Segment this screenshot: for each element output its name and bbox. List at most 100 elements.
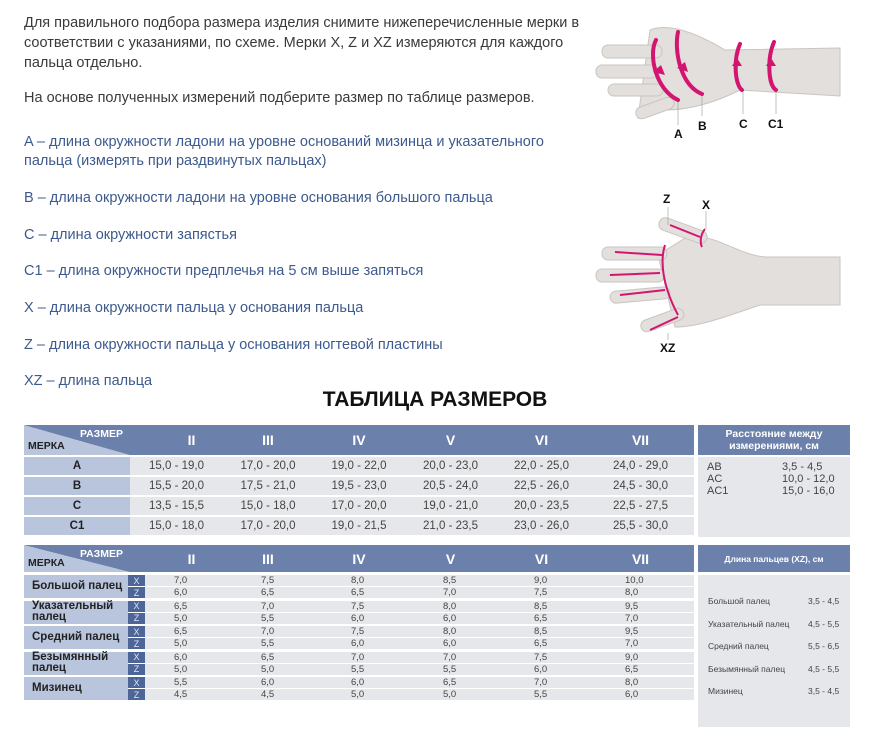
- table-cell: 5,5: [223, 612, 313, 624]
- table-cell: 7,0: [223, 626, 313, 637]
- table-cell: 19,0 - 21,0: [405, 497, 496, 515]
- size-column-header: V: [445, 550, 456, 567]
- corner-cell: [24, 425, 130, 455]
- side-row-name: AC: [707, 473, 723, 485]
- table-cell: 22,0 - 25,0: [496, 457, 587, 475]
- table-cell: 7,5: [223, 575, 313, 586]
- table-cell: 7,0: [587, 612, 694, 624]
- table-cell: 17,0 - 20,0: [223, 517, 313, 535]
- table-cell: 20,5 - 24,0: [405, 477, 496, 495]
- table-cell: 19,0 - 22,0: [313, 457, 405, 475]
- table-cell: 15,0 - 18,0: [223, 497, 313, 515]
- measure-z-label: Z: [128, 612, 145, 624]
- table-cell: 7,0: [313, 651, 405, 663]
- side-row-value: 3,5 - 4,5: [808, 596, 840, 606]
- table-cell: 15,5 - 20,0: [130, 477, 223, 495]
- table-cell: 6,5: [405, 677, 496, 688]
- table-cell: 8,0: [405, 626, 496, 637]
- measure-x-label: X: [128, 575, 145, 586]
- table-cell: 8,5: [405, 575, 496, 586]
- side-row-name: Указательный палец: [708, 618, 790, 629]
- table-cell: 20,0 - 23,5: [496, 497, 587, 515]
- definition-z: Z – длина окружности пальца у основания …: [24, 337, 443, 353]
- table-cell: 6,0: [313, 612, 405, 624]
- table-cell: 5,0: [313, 689, 405, 700]
- table-cell: 9,0: [496, 575, 587, 586]
- corner-size-label: РАЗМЕР: [80, 428, 123, 440]
- table-cell: 5,0: [405, 689, 496, 700]
- label-x: X: [702, 198, 710, 212]
- table-cell: 9,5: [587, 626, 694, 637]
- table-cell: 10,0: [587, 575, 694, 586]
- table-cell: 23,0 - 26,0: [496, 517, 587, 535]
- row-label: B: [24, 477, 130, 495]
- row-label: C: [24, 497, 130, 515]
- table-cell: 19,5 - 23,0: [313, 477, 405, 495]
- intro-text: Для правильного подбора размера изделия …: [24, 13, 584, 123]
- side-row-value: 10,0 - 12,0: [782, 473, 835, 485]
- table-cell: 6,5: [145, 626, 223, 637]
- table-cell: 17,5 - 21,0: [223, 477, 313, 495]
- table-cell: 24,5 - 30,0: [587, 477, 694, 495]
- table-cell: 6,0: [405, 638, 496, 649]
- finger-label: Большой палец: [24, 575, 128, 598]
- definition-c1: C1 – длина окружности предплечья на 5 см…: [24, 263, 424, 279]
- table-cell: 22,5 - 26,0: [496, 477, 587, 495]
- side-row-name: AB: [707, 461, 722, 473]
- measure-z-label: Z: [128, 638, 145, 649]
- table-cell: 5,5: [405, 663, 496, 675]
- table-cell: 6,0: [587, 689, 694, 700]
- table-cell: 6,5: [496, 612, 587, 624]
- size-column-header: IV: [352, 550, 366, 567]
- size-column-header: III: [262, 550, 274, 567]
- table-cell: 21,0 - 23,5: [405, 517, 496, 535]
- side-row-name: Большой палец: [708, 596, 771, 606]
- side-row-value: 3,5 - 4,5: [808, 686, 840, 696]
- size-table-title: ТАБЛИЦА РАЗМЕРОВ: [322, 388, 548, 411]
- label-xz: XZ: [660, 341, 675, 355]
- intro-paragraph: Для правильного подбора размера изделия …: [24, 15, 580, 71]
- table-cell: 6,5: [496, 638, 587, 649]
- intro-paragraph: На основе полученных измерений подберите…: [24, 90, 535, 106]
- definition-x: X – длина окружности пальца у основания …: [24, 300, 364, 316]
- finger-label: Безымянный палец: [24, 651, 128, 675]
- table-cell: 8,5: [496, 600, 587, 612]
- size-column-header: V: [445, 432, 456, 448]
- table-header: РАЗМЕР МЕРКА II III IV V VI VII: [24, 545, 694, 572]
- size-column-header: IV: [352, 432, 366, 448]
- table-cell: 5,0: [145, 638, 223, 649]
- measure-x-label: X: [128, 651, 145, 663]
- finger-label: Средний палец: [24, 626, 128, 649]
- table-cell: 6,5: [223, 651, 313, 663]
- table-cell: 5,5: [145, 677, 223, 688]
- table-cell: 6,0: [313, 638, 405, 649]
- size-column-header: III: [262, 432, 274, 448]
- table-cell: 8,0: [587, 677, 694, 688]
- side-row-name: Безымянный палец: [708, 663, 786, 674]
- label-c1: C1: [768, 117, 784, 131]
- table-cell: 13,5 - 15,5: [130, 497, 223, 515]
- size-column-header: VII: [631, 550, 650, 567]
- hand-circumference-diagram: A B C C1: [595, 27, 841, 141]
- table-cell: 5,0: [145, 663, 223, 675]
- table-cell: 7,0: [496, 677, 587, 688]
- table-cell: 8,0: [405, 600, 496, 612]
- table-cell: 8,0: [313, 575, 405, 586]
- table-cell: 6,5: [145, 600, 223, 612]
- measure-x-label: X: [128, 600, 145, 612]
- table-cell: 17,0 - 20,0: [223, 457, 313, 475]
- measure-x-label: X: [128, 677, 145, 688]
- size-column-header: VII: [631, 432, 650, 448]
- corner-size-label: РАЗМЕР: [80, 548, 123, 560]
- table-cell: 22,5 - 27,5: [587, 497, 694, 515]
- definition-c: C – длина окружности запястья: [24, 227, 237, 243]
- table-cell: 7,5: [313, 600, 405, 612]
- table-cell: 15,0 - 19,0: [130, 457, 223, 475]
- table-cell: 6,0: [496, 663, 587, 675]
- table-cell: 6,0: [313, 677, 405, 688]
- table-cell: 5,0: [145, 612, 223, 624]
- label-c: C: [739, 117, 748, 131]
- side-row-name: Мизинец: [708, 686, 743, 696]
- table-cell: 6,5: [587, 663, 694, 675]
